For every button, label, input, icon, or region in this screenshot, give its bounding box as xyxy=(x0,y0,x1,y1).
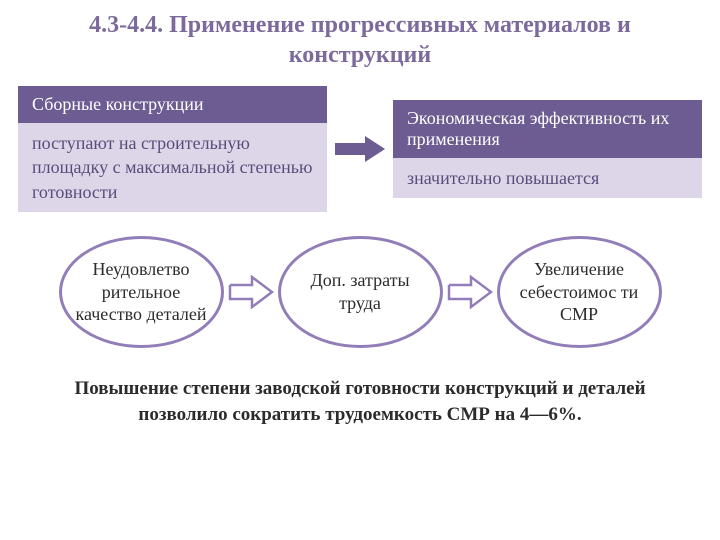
box-right-body: значительно повышается xyxy=(393,158,702,198)
ellipse-row: Неудовлетво рительное качество деталей Д… xyxy=(18,236,702,348)
box-right-header: Экономическая эффективность их применени… xyxy=(393,100,702,158)
box-left-body: поступают на строительную площадку с мак… xyxy=(18,123,327,212)
ellipse-2: Доп. затраты труда xyxy=(278,236,443,348)
arrow-open-icon xyxy=(228,275,274,309)
ellipse-1: Неудовлетво рительное качество деталей xyxy=(59,236,224,348)
box-left-header: Сборные конструкции xyxy=(18,86,327,123)
ellipse-3: Увеличение себестоимос ти СМР xyxy=(497,236,662,348)
arrow-open-icon xyxy=(447,275,493,309)
footer-text: Повышение степени заводской готовности к… xyxy=(18,376,702,427)
arrow-solid-icon xyxy=(335,136,385,162)
page-title: 4.3-4.4. Применение прогрессивных матери… xyxy=(18,10,702,70)
arrow-solid-shape xyxy=(335,136,385,162)
box-left: Сборные конструкции поступают на строите… xyxy=(18,86,327,212)
arrow-open-shape xyxy=(449,277,491,307)
top-boxes-row: Сборные конструкции поступают на строите… xyxy=(18,86,702,212)
box-right: Экономическая эффективность их применени… xyxy=(393,100,702,198)
arrow-open-shape xyxy=(230,277,272,307)
